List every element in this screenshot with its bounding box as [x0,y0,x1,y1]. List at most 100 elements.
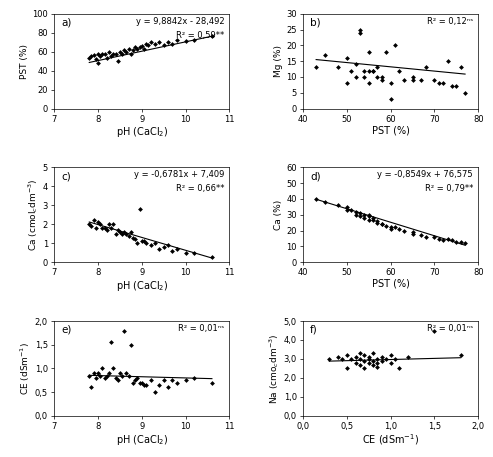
Point [103,226,111,234]
Point [129,379,137,386]
Point [155,382,163,389]
Point [343,203,351,211]
Point [125,372,133,379]
Point [129,234,137,241]
Point [208,253,216,260]
Point [435,80,443,87]
Point [374,363,382,370]
Point [120,228,128,235]
Point [164,38,172,46]
X-axis label: pH (CaCl$_2$): pH (CaCl$_2$) [116,432,168,446]
Point [369,67,377,74]
Text: y = -0,6781x + 7,409: y = -0,6781x + 7,409 [134,170,224,179]
Point [409,73,417,80]
Point [160,41,168,48]
Point [131,43,139,51]
Point [190,374,198,382]
Point [131,377,139,384]
Point [365,48,373,55]
Point [378,221,386,228]
Point [88,223,96,230]
Point [116,48,124,55]
X-axis label: pH (CaCl$_2$): pH (CaCl$_2$) [116,125,168,139]
Point [453,83,460,90]
Point [146,377,154,384]
Point [173,37,181,44]
Point [96,221,104,228]
Point [134,374,141,382]
Point [136,43,143,51]
Point [164,241,172,249]
Point [378,73,386,80]
Point [101,224,108,232]
Point [382,355,390,362]
Point [312,64,320,71]
Point [409,76,417,84]
Point [343,80,351,87]
Point [109,365,117,372]
Point [387,224,394,231]
Point [356,26,364,33]
Text: e): e) [61,325,71,335]
Point [136,379,143,386]
Point [140,45,148,53]
Y-axis label: Na (cmo$_c$dm$^{-3}$): Na (cmo$_c$dm$^{-3}$) [267,333,281,404]
Point [182,37,190,45]
Point [169,247,176,255]
Point [387,351,394,359]
Point [365,355,373,362]
X-axis label: PST (%): PST (%) [372,125,410,135]
Point [182,249,190,256]
Point [105,48,113,55]
Point [92,224,100,232]
Point [109,50,117,57]
Point [422,233,429,240]
Point [138,43,146,50]
Point [374,359,382,367]
Point [365,359,373,367]
Point [382,222,390,229]
Point [334,64,342,71]
Point [400,227,408,234]
Point [99,365,106,372]
Point [142,239,150,247]
Point [343,54,351,62]
Point [116,370,124,377]
Point [146,38,154,46]
Point [109,221,117,228]
Point [369,67,377,74]
Point [444,58,452,65]
Point [136,206,143,213]
Point [208,379,216,386]
Point [101,374,108,382]
Point [339,355,347,362]
Point [356,361,364,368]
Point [444,235,452,242]
Text: b): b) [310,17,320,27]
Y-axis label: Ca (%): Ca (%) [275,200,283,230]
Point [352,61,359,68]
Point [347,67,355,74]
Point [144,41,152,48]
Point [360,351,368,359]
Point [140,382,148,389]
Point [138,238,146,245]
Point [360,357,368,365]
Text: a): a) [61,17,71,27]
Point [114,377,122,384]
Point [352,353,359,361]
Point [90,370,98,377]
Point [160,244,168,251]
Point [85,55,93,62]
Point [430,76,438,84]
Point [369,216,377,223]
Point [418,76,425,84]
Point [356,350,364,357]
Point [461,89,469,96]
Point [103,372,111,379]
Text: R² = 0,01ⁿˢ: R² = 0,01ⁿˢ [178,324,224,333]
Point [101,51,108,58]
Point [395,365,403,372]
Point [111,51,119,58]
Point [155,38,163,46]
